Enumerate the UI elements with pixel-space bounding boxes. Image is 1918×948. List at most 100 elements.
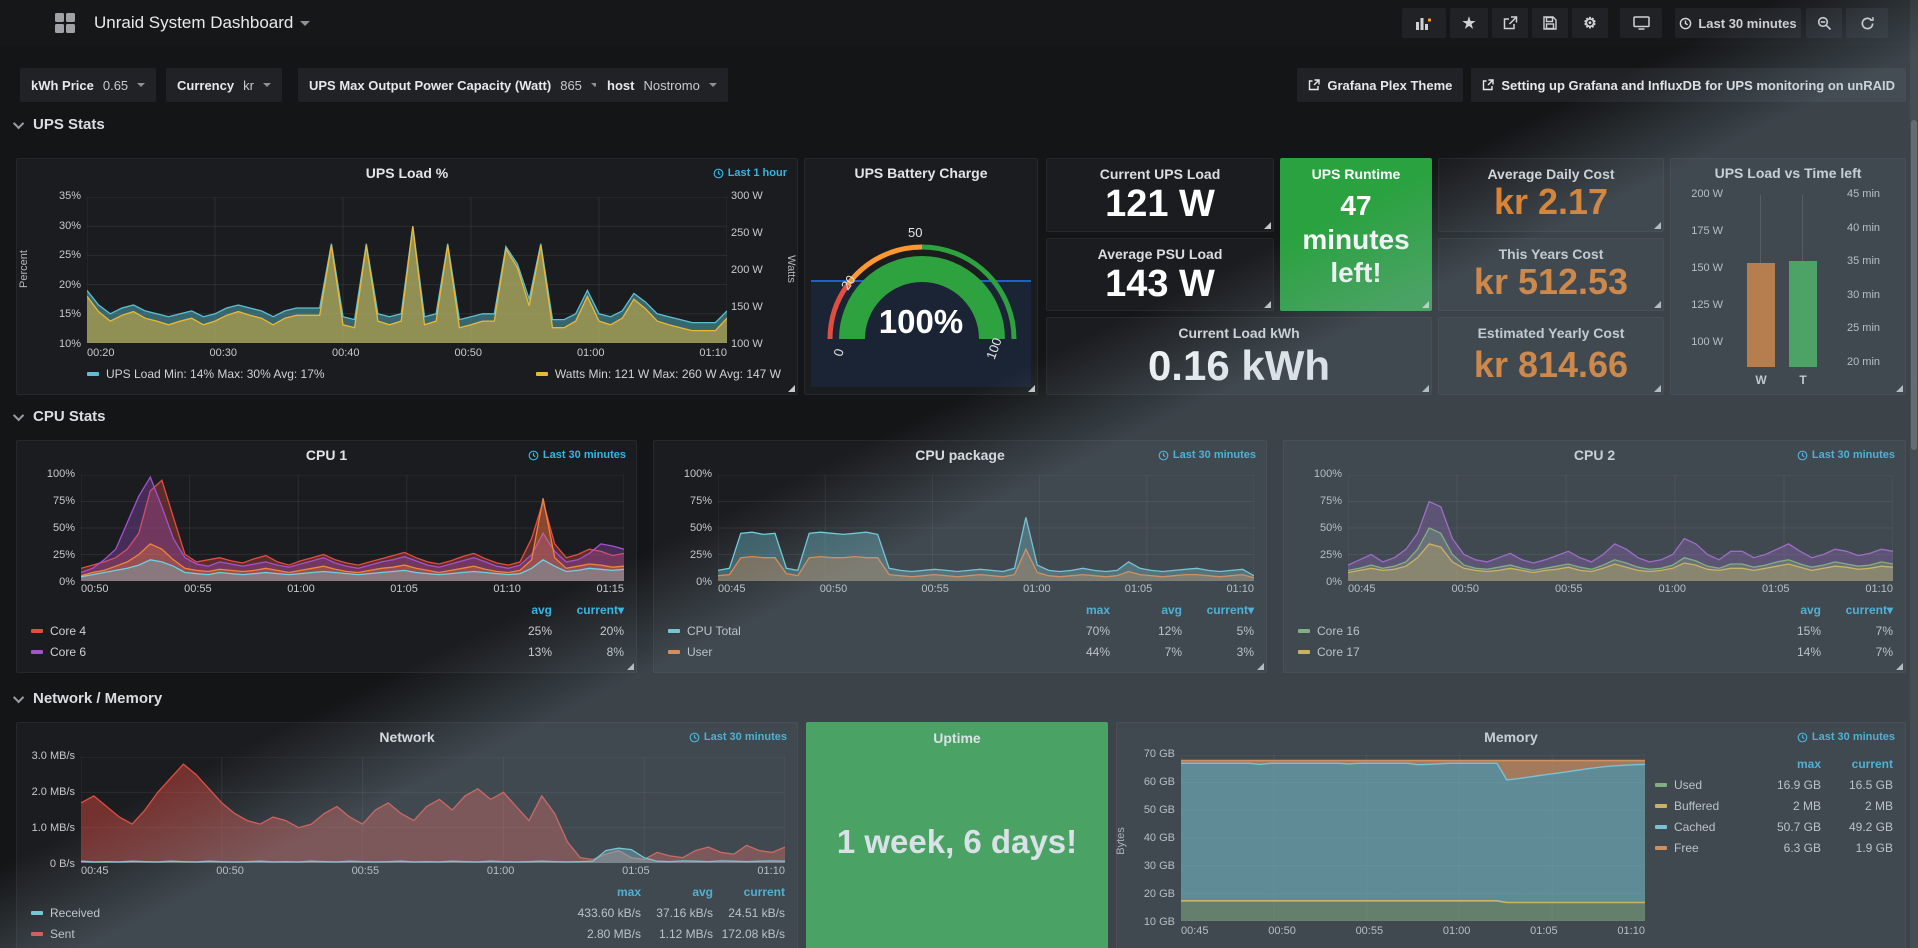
panel-title[interactable]: CPU 2 — [1573, 447, 1616, 463]
cpu-package-chart[interactable] — [718, 475, 1254, 581]
panel-time-range[interactable]: Last 30 minutes — [1797, 731, 1895, 743]
panel-resize-handle[interactable] — [1028, 385, 1035, 392]
add-panel-button[interactable] — [1402, 8, 1446, 38]
scrollbar-thumb[interactable] — [1911, 120, 1917, 450]
clock-icon — [1797, 450, 1808, 460]
ups-load-chart[interactable] — [87, 197, 727, 343]
panel-title[interactable]: Current UPS Load — [1099, 166, 1221, 182]
legend-sort-header[interactable]: current — [1851, 756, 1893, 771]
link-ups-monitoring-guide[interactable]: Setting up Grafana and InfluxDB for UPS … — [1471, 68, 1906, 102]
chevron-down-icon — [708, 83, 717, 87]
battery-gauge[interactable] — [812, 205, 1032, 357]
bar-t[interactable] — [1789, 261, 1817, 367]
legend-sort-header[interactable]: current — [743, 884, 785, 899]
legend-sort-header[interactable]: avg — [1161, 602, 1182, 617]
dashboard-title[interactable]: Unraid System Dashboard — [94, 0, 311, 46]
panel-title[interactable]: Average PSU Load — [1097, 246, 1223, 262]
legend-ups-load[interactable]: UPS Load Min: 14% Max: 30% Avg: 17% — [87, 367, 325, 381]
legend-row[interactable]: Core 17 14% 7% — [1298, 641, 1893, 662]
legend-row[interactable]: Cached 50.7 GB 49.2 GB — [1655, 816, 1893, 837]
legend-row[interactable]: Core 6 13% 8% — [31, 641, 624, 662]
panel-resize-handle[interactable] — [1264, 301, 1271, 308]
panel-resize-handle[interactable] — [1654, 222, 1661, 229]
section-cpu-stats[interactable]: CPU Stats — [12, 408, 106, 425]
panel-title[interactable]: Uptime — [933, 730, 981, 746]
save-button[interactable] — [1532, 8, 1568, 38]
panel-title[interactable]: CPU 1 — [305, 447, 348, 463]
legend-row[interactable]: Used 16.9 GB 16.5 GB — [1655, 774, 1893, 795]
cpu2-chart[interactable] — [1348, 475, 1893, 581]
legend-row[interactable]: User 44% 7% 3% — [668, 641, 1254, 662]
legend-sort-header[interactable]: avg — [692, 884, 713, 899]
share-button[interactable] — [1492, 8, 1528, 38]
panel-resize-handle[interactable] — [1896, 385, 1903, 392]
variable-kwh-price[interactable]: kWh Price 0.65 — [20, 68, 157, 102]
star-button[interactable]: ★ — [1450, 8, 1488, 38]
bar-w[interactable] — [1747, 263, 1775, 367]
legend-row[interactable]: Free 6.3 GB 1.9 GB — [1655, 837, 1893, 858]
legend-row[interactable]: CPU Total 70% 12% 5% — [668, 620, 1254, 641]
section-ups-stats[interactable]: UPS Stats — [12, 116, 105, 133]
panel-title[interactable]: UPS Load % — [365, 165, 449, 181]
panel-resize-handle[interactable] — [1257, 663, 1264, 670]
panel-resize-handle[interactable] — [1422, 385, 1429, 392]
variable-ups-max-output[interactable]: UPS Max Output Power Capacity (Watt) 865 — [298, 68, 610, 102]
panel-resize-handle[interactable] — [627, 663, 634, 670]
legend-sort-header[interactable]: max — [1796, 756, 1821, 771]
section-network-memory[interactable]: Network / Memory — [12, 690, 162, 707]
legend-value: 3% — [1236, 644, 1254, 659]
legend-sort-header[interactable]: max — [1085, 602, 1110, 617]
panel-resize-handle[interactable] — [1896, 663, 1903, 670]
panel-resize-handle[interactable] — [788, 385, 795, 392]
panel-time-range[interactable]: Last 30 minutes — [1797, 449, 1895, 461]
zoom-out-button[interactable] — [1806, 8, 1842, 38]
panel-title[interactable]: Current Load kWh — [1178, 325, 1300, 341]
y-axis-label: Bytes — [1114, 827, 1127, 855]
tv-mode-button[interactable] — [1620, 8, 1662, 38]
panel-time-range[interactable]: Last 30 minutes — [1158, 449, 1256, 461]
axis-tick: 01:00 — [486, 865, 515, 877]
panel-title[interactable]: UPS Runtime — [1311, 166, 1401, 182]
axis-tick: 00:45 — [718, 583, 746, 595]
axis-tick: 2.0 MB/s — [31, 786, 75, 798]
dashboard-picker-icon[interactable] — [55, 13, 75, 33]
settings-button[interactable]: ⚙ — [1572, 8, 1608, 38]
panel-title[interactable]: Memory — [1484, 729, 1538, 745]
refresh-button[interactable] — [1846, 8, 1888, 38]
legend-sort-header[interactable]: avg — [531, 602, 552, 617]
panel-title[interactable]: CPU package — [915, 447, 1005, 463]
panel-time-range[interactable]: Last 30 minutes — [528, 449, 626, 461]
panel-time-range[interactable]: Last 1 hour — [713, 167, 787, 179]
panel-resize-handle[interactable] — [1422, 301, 1429, 308]
panel-time-range[interactable]: Last 30 minutes — [689, 731, 787, 743]
legend-sort-header[interactable]: current▾ — [1845, 602, 1893, 617]
legend-sort-header[interactable]: avg — [1800, 602, 1821, 617]
legend-row[interactable]: Core 4 25% 20% — [31, 620, 624, 641]
panel-title[interactable]: UPS Battery Charge — [854, 165, 988, 181]
scrollbar[interactable] — [1910, 0, 1918, 948]
panel-resize-handle[interactable] — [1654, 385, 1661, 392]
legend-sort-header[interactable]: current▾ — [1206, 602, 1254, 617]
link-grafana-plex-theme[interactable]: Grafana Plex Theme — [1297, 68, 1464, 102]
legend-row[interactable]: Received 433.60 kB/s 37.16 kB/s 24.51 kB/s — [31, 902, 785, 923]
time-range-picker[interactable]: Last 30 minutes — [1675, 8, 1801, 38]
cpu1-chart[interactable] — [81, 475, 624, 581]
legend-row[interactable]: Buffered 2 MB 2 MB — [1655, 795, 1893, 816]
legend-row[interactable]: Core 16 15% 7% — [1298, 620, 1893, 641]
panel-title[interactable]: This Years Cost — [1498, 246, 1604, 262]
variable-currency[interactable]: Currency kr — [166, 68, 282, 102]
variable-host[interactable]: host Nostromo — [596, 68, 728, 102]
legend-watts[interactable]: Watts Min: 121 W Max: 260 W Avg: 147 W — [535, 367, 781, 381]
legend-row[interactable]: Sent 2.80 MB/s 1.12 MB/s 172.08 kB/s — [31, 923, 785, 944]
panel-title[interactable]: Network — [379, 729, 435, 745]
panel-title[interactable]: Average Daily Cost — [1487, 166, 1615, 182]
memory-chart[interactable] — [1181, 755, 1645, 921]
panel-title[interactable]: Estimated Yearly Cost — [1477, 325, 1625, 341]
legend-sort-header[interactable]: max — [616, 884, 641, 899]
network-chart[interactable] — [81, 757, 785, 863]
legend-sort-header[interactable]: current▾ — [576, 602, 624, 617]
panel-resize-handle[interactable] — [1264, 222, 1271, 229]
panel-title[interactable]: UPS Load vs Time left — [1714, 165, 1862, 181]
panel-resize-handle[interactable] — [1654, 301, 1661, 308]
